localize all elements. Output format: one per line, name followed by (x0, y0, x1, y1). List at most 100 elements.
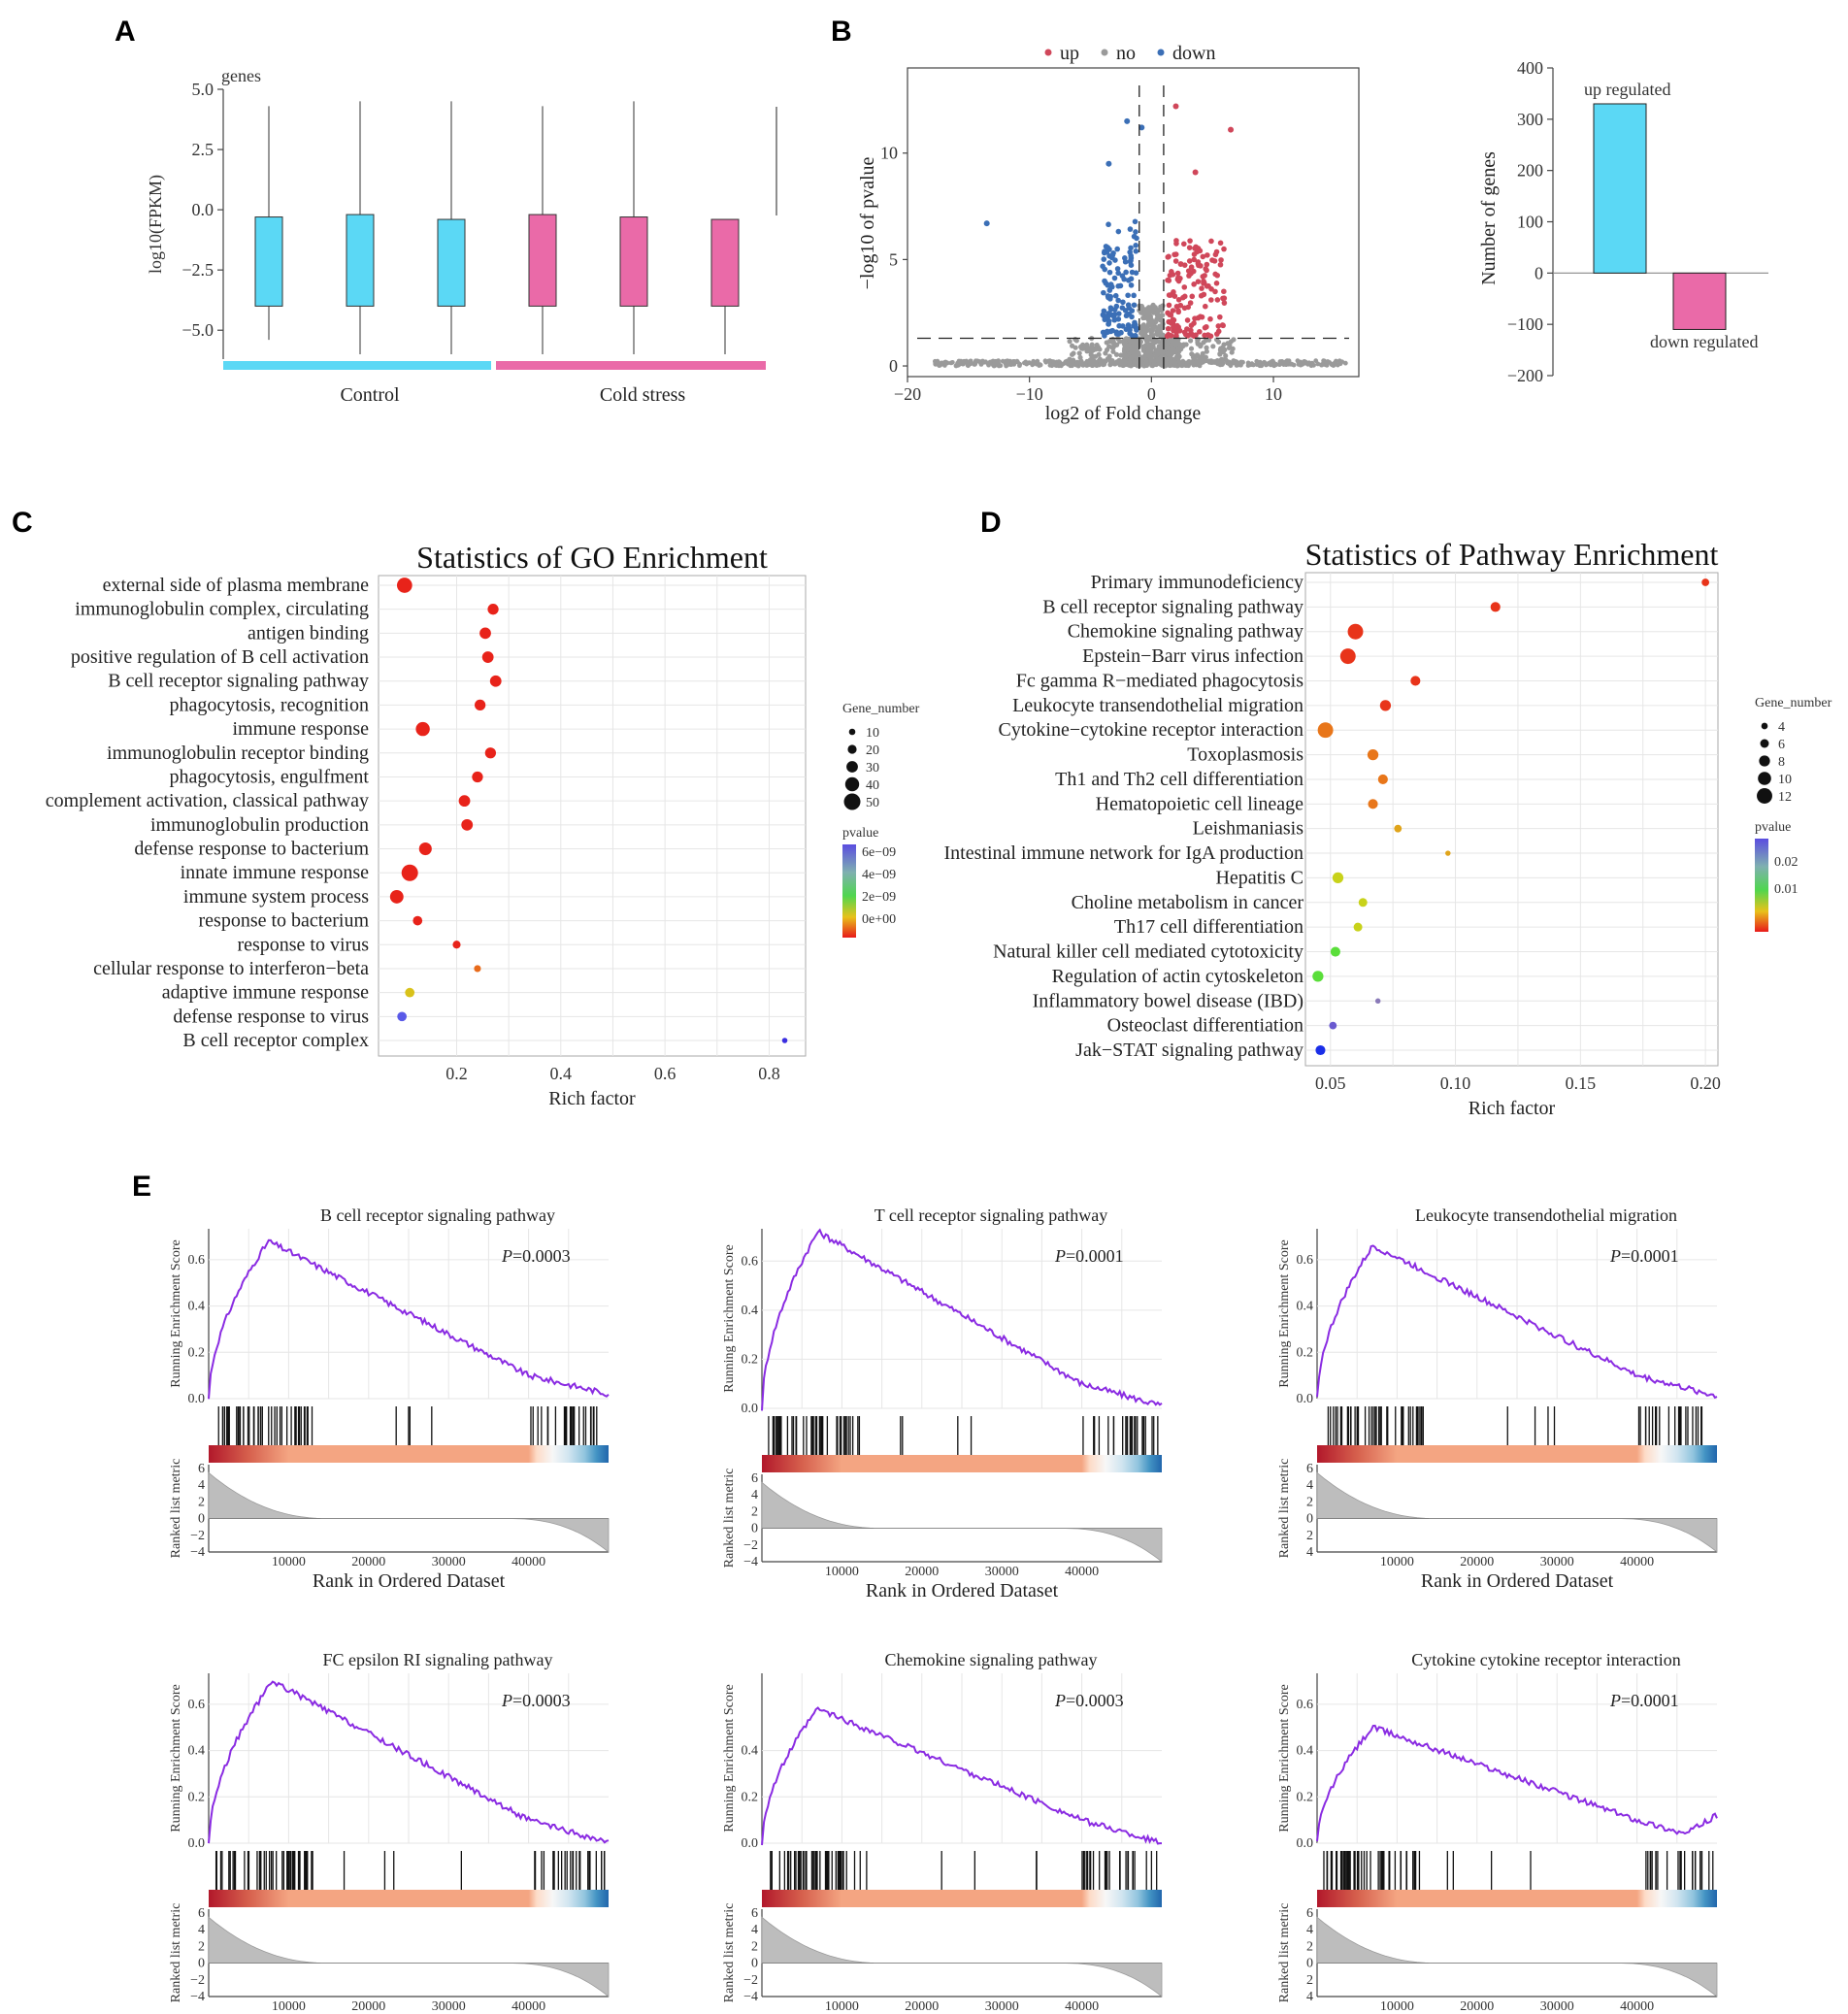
term-label: adaptive immune response (162, 982, 369, 1004)
point-up (1195, 260, 1202, 267)
legend-size-marker (843, 793, 861, 810)
regulation-bar-chart: 400 300 200 100 0 −100 −200 Number of genes up r… (1478, 58, 1768, 385)
metric-tick-label: 4 (1306, 1990, 1313, 2004)
point-no (1102, 358, 1106, 364)
point-up (1186, 273, 1192, 279)
legend-size-label: 8 (1778, 755, 1785, 770)
term-label: Chemokine signaling pathway (1068, 621, 1304, 643)
x-tick-label: 20000 (905, 1565, 939, 1579)
point-up (1195, 314, 1202, 321)
point-no (1072, 345, 1078, 350)
bubble (781, 1038, 788, 1043)
color-bar (1755, 839, 1768, 932)
bar-label: up regulated (1584, 80, 1670, 99)
gsea-plots: 0.0 0.2 0.4 0.6 B cell receptor signaling pa… (169, 1205, 1718, 2014)
point-no (1323, 362, 1329, 368)
point-up (1202, 332, 1207, 339)
legend-size-marker (848, 728, 856, 736)
enrichment-curve (208, 1680, 610, 1844)
x-tick-label: 20000 (351, 1555, 385, 1569)
point-no (1160, 332, 1166, 338)
legend-size-label: 30 (866, 761, 879, 776)
x-tick-label: 0.15 (1566, 1073, 1597, 1093)
term-label: Choline metabolism in cancer (1072, 892, 1304, 913)
point-no (1263, 361, 1269, 367)
point-no (958, 358, 964, 364)
y-axis-label: Ranked list metric (722, 1469, 737, 1568)
point-down (1134, 235, 1139, 242)
term-label: antigen binding (248, 622, 369, 644)
x-tick-label: 40000 (1620, 1555, 1654, 1569)
x-tick-label: 30000 (432, 1555, 466, 1569)
x-tick-label: 30000 (985, 1999, 1019, 2014)
point-no (1315, 361, 1321, 367)
x-axis-label: Rich factor (1468, 1098, 1556, 1119)
bubble (481, 651, 494, 663)
point-up (1218, 257, 1224, 263)
point-down (1115, 228, 1122, 235)
y-axis-label: Ranked list metric (1277, 1903, 1292, 2003)
gsea-plot-4: 0.0 0.2 0.4 0.6 FC epsilon RI signaling path… (169, 1650, 610, 2014)
point-down (1115, 311, 1122, 316)
metric-tick-label: −4 (190, 1545, 205, 1560)
bubble (472, 771, 483, 783)
y-tick-label: −200 (1507, 366, 1543, 385)
term-label: Fc gamma R−mediated phagocytosis (1016, 670, 1304, 691)
term-label: Intestinal immune network for IgA produc… (944, 842, 1304, 864)
point-no (1150, 308, 1156, 314)
y-tick-label: 0.6 (188, 1698, 206, 1712)
point-down (1127, 258, 1134, 265)
bubble (1368, 799, 1378, 809)
point-up (1167, 312, 1172, 318)
metric-tick-label: −4 (743, 1990, 758, 2004)
bubble (405, 987, 415, 998)
bubble (1379, 700, 1392, 711)
point-down (1101, 256, 1107, 262)
metric-tick-label: 2 (1306, 1495, 1313, 1509)
point-no (1084, 358, 1090, 364)
legend-size-label: 6 (1778, 738, 1785, 752)
bubble (1339, 648, 1356, 665)
point-up (1221, 288, 1227, 295)
point-no (1032, 360, 1037, 366)
point-no (1306, 361, 1311, 366)
point-down (1115, 315, 1122, 322)
point-down (1102, 248, 1107, 254)
metric-tick-label: 6 (198, 1906, 205, 1921)
y-tick-label: 100 (1517, 213, 1543, 232)
rank-color-ramp (1317, 1445, 1717, 1463)
x-tick-label: 0.4 (550, 1064, 573, 1083)
ranked-metric-area (1316, 1471, 1718, 1553)
point-down (1115, 297, 1121, 304)
point-no (1192, 354, 1198, 360)
point-up (1181, 262, 1188, 268)
point-no (1017, 363, 1022, 369)
p-value-label: P=0.0001 (1054, 1246, 1124, 1266)
panel-letter-b: B (831, 16, 852, 48)
point-up (1184, 317, 1191, 323)
point-up (1215, 323, 1222, 329)
legend-size-label: 20 (866, 743, 879, 758)
term-label: immunoglobulin complex, circulating (75, 599, 369, 620)
metric-tick-label: 6 (1306, 1462, 1313, 1476)
point-no (1206, 359, 1212, 365)
point-no (1188, 346, 1195, 351)
group-bar-cold-stress (496, 361, 766, 370)
point-no (1117, 339, 1123, 345)
point-no (1140, 314, 1146, 321)
y-tick-label: 0.4 (742, 1304, 759, 1318)
point-down (1125, 302, 1132, 308)
enrichment-curve (1316, 1244, 1718, 1400)
x-tick-label: 10000 (1380, 1555, 1414, 1569)
bubble (1377, 774, 1388, 785)
point-up (1186, 245, 1193, 250)
gsea-plot-3: 0.0 0.2 0.4 0.6 Leukocyte transendothelial m… (1277, 1205, 1718, 1592)
point-no (1281, 360, 1287, 366)
metric-tick-label: 0 (1306, 1957, 1313, 1971)
point-no (1302, 358, 1307, 364)
y-tick-label: 0.4 (188, 1300, 206, 1314)
point-down (1124, 117, 1131, 124)
point-up (1166, 278, 1172, 283)
point-down (1114, 266, 1121, 272)
point-no (1199, 360, 1204, 366)
